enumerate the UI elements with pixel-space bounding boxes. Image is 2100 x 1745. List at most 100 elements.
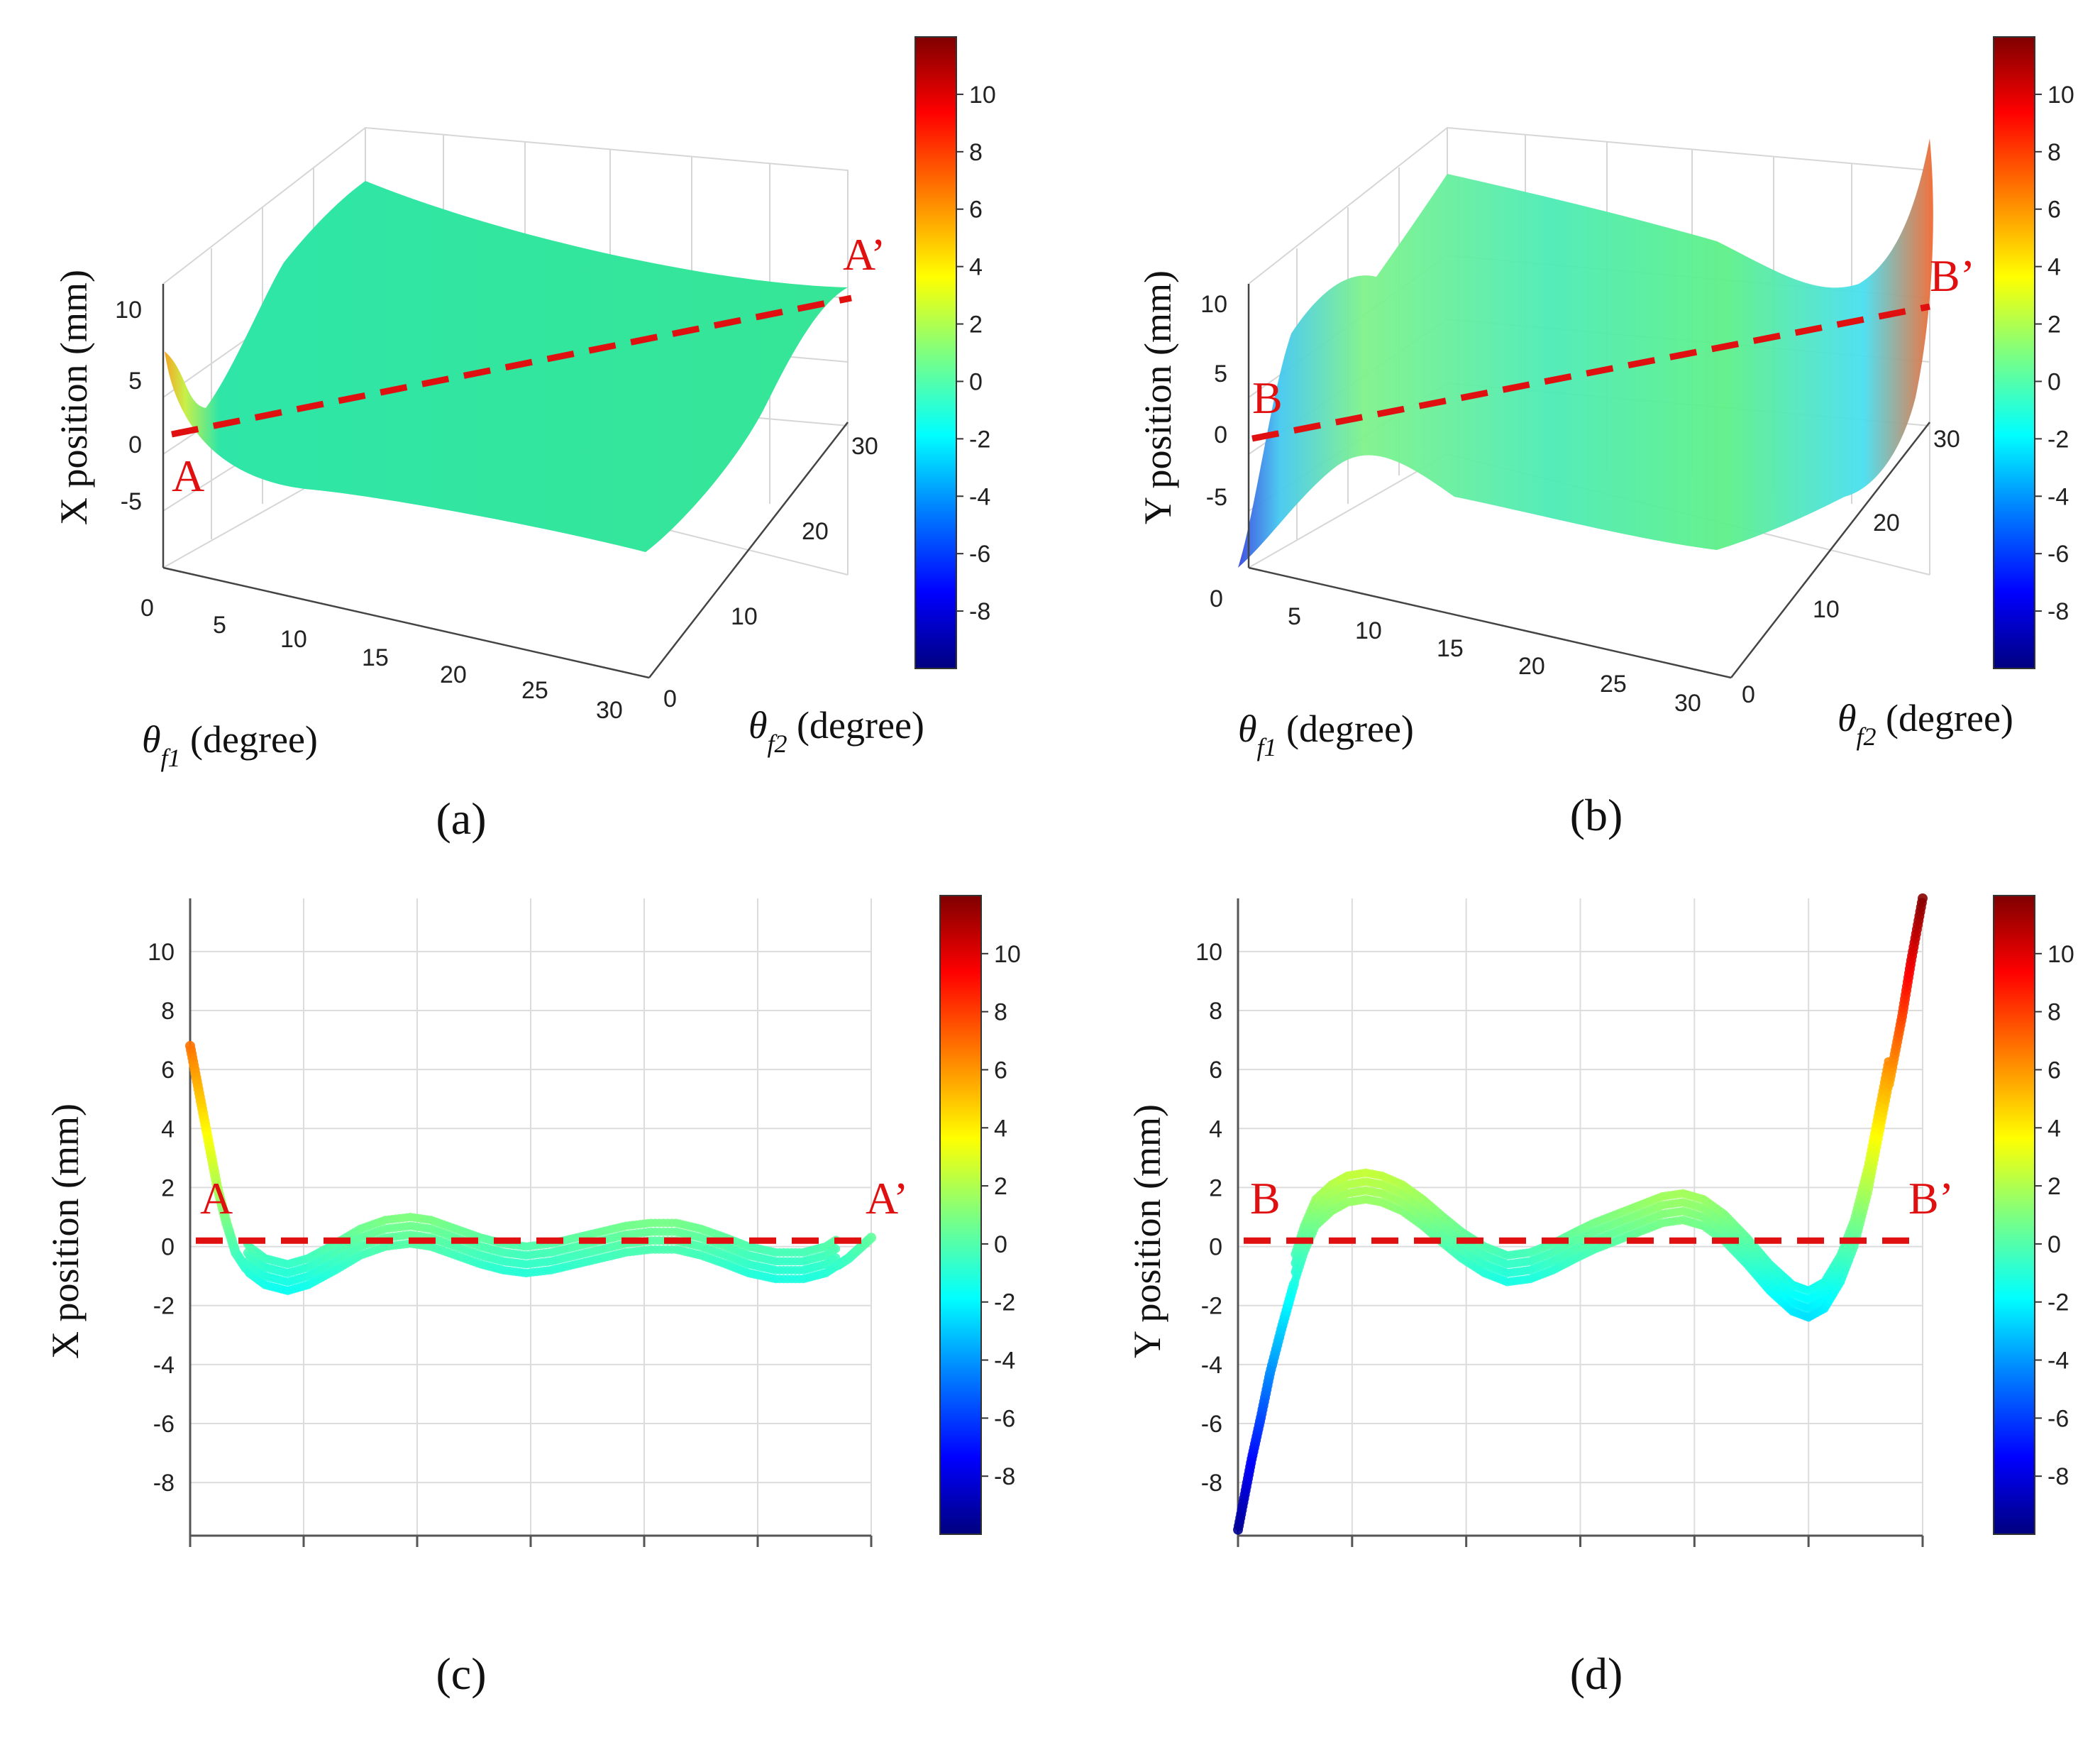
colorbar-d-tick-label: -4 — [2048, 1348, 2069, 1375]
panel-b-marker-end: B’ — [1930, 251, 1975, 301]
panel-c-y-tick: 10 — [148, 939, 175, 966]
colorbar-a-tick-label: -2 — [969, 426, 990, 453]
panel-b-marker-start: B — [1252, 373, 1283, 423]
panel-a-z-ticks: 10 5 0 -5 — [115, 297, 142, 515]
panel-b-caption: (b) — [1570, 790, 1623, 840]
panel-c-y-label: X position (mm) — [44, 1103, 87, 1359]
panel-c-plot: 10 8 6 4 2 0 -2 -4 -6 -8 — [148, 898, 876, 1547]
colorbar-b-tick-label: -4 — [2048, 483, 2069, 510]
panel-b-y-label-unit: (degree) — [1877, 697, 2013, 739]
colorbar-b-tick-label: 10 — [2048, 82, 2074, 109]
panel-a-y-label-symbol: θ — [748, 704, 768, 747]
panel-b-y-tick: 10 — [1813, 596, 1840, 623]
panel-d-marker-start: B — [1250, 1173, 1281, 1223]
panel-a-y-ticks: 0 10 20 30 — [663, 433, 878, 712]
colorbar-c-tick-label: -6 — [994, 1405, 1015, 1432]
panel-d-y-tick: -6 — [1201, 1411, 1222, 1438]
panel-a-z-label: X position (mm) — [52, 270, 95, 525]
panel-d-y-tick: -2 — [1201, 1293, 1222, 1320]
panel-d-y-tick: 0 — [1209, 1234, 1222, 1261]
panel-a-y-label-sub: f2 — [768, 730, 788, 758]
colorbar-c-tick-label: 6 — [994, 1057, 1007, 1084]
panel-a-y-tick: 10 — [731, 603, 758, 630]
panel-b-x-label-unit: (degree) — [1277, 708, 1414, 750]
colorbar-c-tick-label: 2 — [994, 1173, 1007, 1200]
colorbar-d-tick-label: 8 — [2048, 999, 2061, 1026]
panel-b-x-label-symbol: θ — [1238, 708, 1257, 750]
panel-b-x-tick: 25 — [1600, 671, 1627, 698]
colorbar-d-tick-label: 6 — [2048, 1057, 2061, 1084]
colorbar-d-tick-label: 4 — [2048, 1115, 2061, 1142]
panel-a-x-tick: 20 — [440, 661, 467, 688]
panel-a-z-tick: 10 — [115, 297, 142, 324]
panel-a-x-tick: 0 — [140, 595, 154, 622]
panel-d-y-tick: 6 — [1209, 1057, 1222, 1084]
panel-b-x-label: θf1 (degree) — [1238, 708, 1414, 761]
colorbar-a-tick-label: 4 — [969, 254, 983, 281]
panel-b-y-tick: 30 — [1933, 426, 1960, 453]
panel-a-section-line — [171, 294, 852, 438]
panel-b-y-ticks: 0 10 20 30 — [1742, 426, 1960, 708]
panel-c-y-tick: 8 — [161, 998, 175, 1025]
colorbar-a-tick-label: 8 — [969, 139, 983, 166]
panel-a-axes — [162, 284, 849, 679]
panel-a: 10 5 0 -5 0 5 10 15 20 25 30 0 10 20 30 … — [52, 126, 924, 844]
panel-b-y-tick: 0 — [1742, 681, 1755, 708]
panel-b-section-line — [1251, 303, 1930, 442]
panel-a-x-label-unit: (degree) — [181, 718, 318, 761]
panel-b: 10 5 0 -5 0 5 10 15 20 25 30 0 10 20 30 … — [1137, 126, 2013, 840]
panel-c-y-tick: -2 — [153, 1293, 175, 1320]
colorbar-c-tick-label: 0 — [994, 1231, 1007, 1258]
panel-d-marker-end: B’ — [1908, 1173, 1954, 1223]
panel-d-plot: 10 8 6 4 2 0 -2 -4 -6 -8 — [1195, 893, 1928, 1547]
panel-c-y-tick: -4 — [153, 1352, 175, 1379]
panel-d-y-label: Y position (mm) — [1126, 1104, 1168, 1358]
panel-c-marker-end: A’ — [866, 1173, 908, 1223]
panel-a-marker-start: A — [172, 451, 204, 501]
colorbar-b-tick-label: -8 — [2048, 598, 2069, 625]
panel-c-marker-start: A — [200, 1173, 233, 1223]
panel-a-x-tick: 30 — [596, 697, 623, 724]
panel-c-y-tick: 4 — [161, 1116, 175, 1143]
panel-d-y-tick: -4 — [1201, 1352, 1222, 1379]
panel-a-x-tick: 10 — [280, 626, 307, 653]
colorbar-c-tick-label: -8 — [994, 1463, 1015, 1490]
panel-d: 10 8 6 4 2 0 -2 -4 -6 -8 Y position (mm) B B’ (d) — [1126, 893, 1954, 1699]
panel-b-y-tick: 20 — [1873, 510, 1900, 536]
panel-c-data-point — [831, 1244, 841, 1253]
colorbar-a-tick-label: 0 — [969, 368, 983, 395]
colorbar-b-tick-label: -6 — [2048, 541, 2069, 568]
panel-b-x-tick: 5 — [1288, 603, 1301, 630]
panel-a-x-tick: 15 — [362, 644, 389, 671]
colorbar-b-tick-label: -2 — [2048, 426, 2069, 453]
colorbar-b-tick-label: 0 — [2048, 368, 2061, 395]
panel-b-x-tick: 20 — [1518, 653, 1545, 680]
panel-b-y-label-sub: f2 — [1857, 722, 1877, 751]
panel-b-z-tick: 5 — [1214, 360, 1227, 387]
colorbar-d-tick-label: 2 — [2048, 1173, 2061, 1200]
colorbar-d-tick-label: -8 — [2048, 1463, 2069, 1490]
panel-b-y-label-symbol: θ — [1838, 697, 1857, 739]
colorbar-a-tick-label: -6 — [969, 541, 990, 568]
colorbar-d-tick-label: 0 — [2048, 1231, 2061, 1258]
colorbar-a-tick-label: -4 — [969, 483, 990, 510]
panel-a-x-ticks: 0 5 10 15 20 25 30 — [140, 595, 623, 724]
panel-c-y-tick: 6 — [161, 1057, 175, 1084]
panel-c-y-tick: -6 — [153, 1411, 175, 1438]
panel-b-x-tick: 10 — [1355, 617, 1382, 644]
panel-a-y-label-unit: (degree) — [788, 704, 924, 747]
colorbar-c-tick-label: -2 — [994, 1289, 1015, 1316]
panel-a-x-tick: 5 — [213, 612, 226, 639]
panel-b-x-ticks: 0 5 10 15 20 25 30 — [1210, 585, 1701, 717]
colorbar-c-tick-label: 8 — [994, 999, 1007, 1026]
panel-d-caption: (d) — [1570, 1648, 1623, 1699]
panel-a-x-label-symbol: θ — [142, 718, 161, 761]
panel-d-data-point — [1918, 893, 1928, 903]
panel-a-marker-end: A’ — [843, 229, 885, 280]
panel-b-axes — [1247, 284, 1930, 679]
panel-c-caption: (c) — [436, 1648, 486, 1699]
panel-b-x-tick: 30 — [1674, 690, 1701, 717]
panel-c-data-point — [866, 1233, 876, 1243]
panel-b-x-tick: 15 — [1437, 635, 1464, 662]
